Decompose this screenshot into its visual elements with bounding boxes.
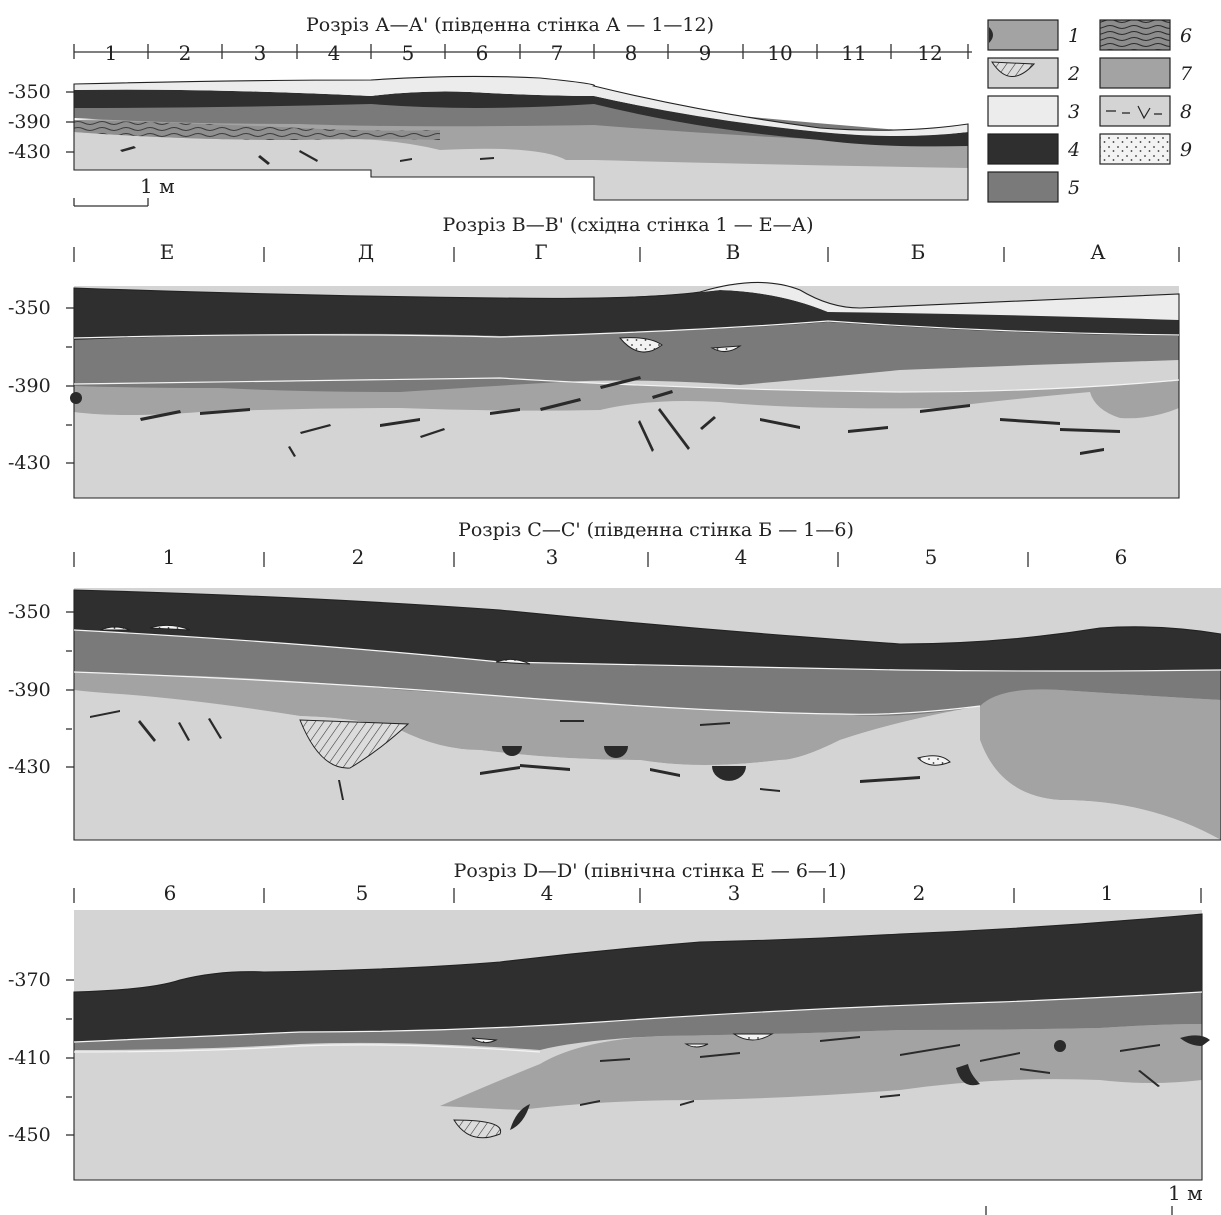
section-d-scale-label: 1 м	[1168, 1181, 1203, 1205]
section-d-depth-label: -450	[8, 1124, 51, 1146]
section-c-column-ticks	[73, 552, 1029, 567]
legend-number: 5	[1068, 177, 1080, 199]
section-d-depth-label: -410	[8, 1047, 51, 1069]
legend-item: 6	[1099, 19, 1192, 51]
section-d-col-label: 4	[541, 881, 554, 905]
legend: 1 2 3 4 5 6 7 8	[987, 19, 1193, 203]
section-b-depth-label: -350	[8, 297, 51, 319]
section-d-col-label: 6	[164, 881, 177, 905]
section-d: Розріз D—D' (північна стінка Е — 6—1) 6 …	[8, 860, 1210, 1215]
section-a-col-label: 12	[917, 41, 942, 65]
legend-swatch-dark-grey	[987, 171, 1059, 203]
section-b-col-label: В	[726, 240, 741, 264]
section-a-scale-label: 1 м	[140, 174, 175, 198]
section-b-col-label: Г	[534, 240, 547, 264]
section-a-col-label: 1	[105, 41, 118, 65]
section-b-depth-label: -430	[8, 452, 51, 474]
section-d-depth-label: -370	[8, 969, 51, 991]
section-a-col-label: 11	[841, 41, 866, 65]
section-d-column-ticks	[73, 888, 1202, 903]
section-d-strata	[73, 910, 1210, 1181]
section-a-depth-label: -390	[8, 111, 51, 133]
section-a-col-label: 10	[767, 41, 792, 65]
section-c-depth-label: -430	[8, 756, 51, 778]
section-d-col-label: 5	[356, 881, 369, 905]
section-a-col-label: 6	[476, 41, 489, 65]
section-d-col-label: 2	[913, 881, 926, 905]
section-b-depth-ticks	[66, 307, 74, 464]
section-c-depth-label: -390	[8, 679, 51, 701]
section-b: Розріз В—В' (східна стінка 1 — Е—А) Е Д …	[8, 214, 1180, 499]
section-a-depth-label: -350	[8, 81, 51, 103]
section-c-depth-ticks	[66, 611, 74, 768]
section-a-col-label: 4	[328, 41, 341, 65]
section-c-col-label: 3	[546, 545, 559, 569]
legend-number: 1	[1068, 25, 1080, 47]
section-c: Розріз С—С' (південна стінка Б — 1—6) 1 …	[8, 519, 1221, 841]
legend-number: 7	[1180, 63, 1193, 85]
section-a-col-label: 7	[551, 41, 564, 65]
section-b-column-ticks	[73, 247, 1180, 262]
legend-item: 5	[987, 171, 1080, 203]
section-d-col-label: 1	[1101, 881, 1114, 905]
section-b-col-label: Е	[160, 240, 175, 264]
section-a-column-ticks	[73, 44, 969, 59]
legend-item: 9	[1099, 133, 1192, 165]
section-a-col-label: 5	[402, 41, 415, 65]
section-c-col-label: 2	[352, 545, 365, 569]
legend-swatch-mid-grey	[1099, 57, 1171, 89]
legend-number: 2	[1067, 63, 1080, 85]
legend-swatch-wavy	[1099, 19, 1171, 51]
legend-swatch-dots	[1099, 133, 1171, 165]
section-a-col-label: 2	[179, 41, 192, 65]
legend-item: 3	[987, 95, 1080, 127]
legend-number: 6	[1180, 25, 1192, 47]
legend-number: 9	[1180, 139, 1192, 161]
section-a-col-label: 3	[254, 41, 267, 65]
legend-item: 8	[1099, 95, 1192, 127]
legend-swatch-pit	[987, 19, 1059, 51]
section-c-depth-label: -350	[8, 601, 51, 623]
legend-item: 2	[987, 57, 1080, 89]
legend-number: 8	[1180, 101, 1192, 123]
legend-number: 4	[1067, 139, 1080, 161]
section-a-strata	[73, 75, 969, 201]
section-b-strata	[70, 281, 1180, 499]
section-b-col-label: Д	[358, 240, 374, 264]
section-c-col-label: 5	[925, 545, 938, 569]
section-a-col-label: 8	[625, 41, 638, 65]
legend-number: 3	[1068, 101, 1080, 123]
section-c-col-label: 6	[1115, 545, 1128, 569]
section-b-col-label: Б	[911, 240, 926, 264]
section-b-col-label: А	[1090, 240, 1105, 264]
section-c-col-label: 4	[735, 545, 748, 569]
legend-item: 4	[987, 133, 1080, 165]
section-c-title: Розріз С—С' (південна стінка Б — 1—6)	[458, 519, 854, 541]
section-d-scale-bar: 1 м	[985, 1181, 1203, 1215]
section-a-title: Розріз А—А' (південна стінка А — 1—12)	[306, 14, 714, 36]
section-a-scale-bar: 1 м	[73, 174, 175, 207]
legend-item: 1	[987, 19, 1080, 51]
section-b-title: Розріз В—В' (східна стінка 1 — Е—А)	[443, 214, 814, 236]
section-b-depth-label: -390	[8, 375, 51, 397]
section-c-strata	[73, 588, 1221, 841]
section-c-col-label: 1	[163, 545, 176, 569]
section-a: Розріз А—А' (південна стінка А — 1—12) 1…	[8, 14, 972, 207]
legend-swatch-light	[987, 95, 1059, 127]
section-a-depth-ticks	[66, 91, 74, 153]
section-a-col-label: 9	[699, 41, 712, 65]
section-d-depth-ticks	[66, 979, 74, 1136]
section-a-depth-label: -430	[8, 141, 51, 163]
legend-swatch-black	[987, 133, 1059, 165]
legend-item: 7	[1099, 57, 1193, 89]
section-d-title: Розріз D—D' (північна стінка Е — 6—1)	[454, 860, 847, 882]
section-d-col-label: 3	[728, 881, 741, 905]
